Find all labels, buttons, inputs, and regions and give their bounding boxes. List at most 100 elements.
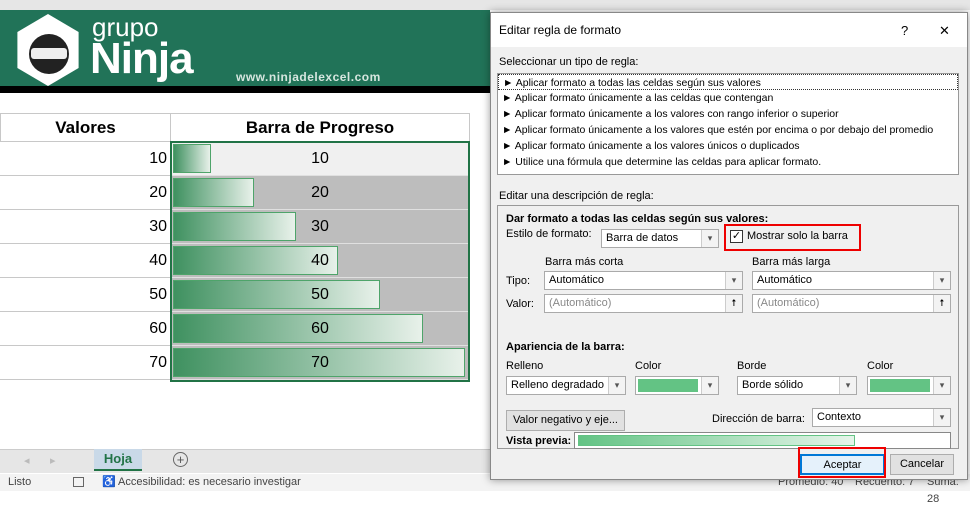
min-type-value: Automático (549, 274, 605, 286)
data-bar (173, 212, 296, 241)
progress-cell[interactable]: 40 (171, 244, 469, 278)
rule-type-list[interactable]: ► Aplicar formato a todas las celdas seg… (497, 73, 959, 175)
select-type-label: Seleccionar un tipo de regla: (499, 56, 639, 68)
value-cell[interactable]: 20 (0, 176, 171, 210)
chevron-down-icon: ▾ (701, 230, 718, 247)
progress-value: 10 (311, 150, 329, 167)
direction-value: Contexto (817, 411, 862, 423)
add-sheet-button[interactable]: + (173, 452, 188, 467)
chevron-down-icon: ▾ (725, 272, 742, 289)
edit-description-label: Editar una descripción de regla: (499, 190, 654, 202)
border-dropdown[interactable]: Borde sólido ▾ (737, 376, 857, 395)
rule-type-item[interactable]: ► Aplicar formato a todas las celdas seg… (498, 74, 958, 90)
value-cell[interactable]: 10 (0, 142, 171, 176)
close-button[interactable]: ✕ (939, 23, 950, 38)
show-bar-only-checkbox[interactable]: ✓ (730, 230, 743, 243)
progress-cell[interactable]: 50 (171, 278, 469, 312)
data-bar (173, 178, 254, 207)
border-color-swatch (870, 379, 930, 392)
header-barra[interactable]: Barra de Progreso (170, 113, 470, 142)
fill-color-label: Color (635, 360, 662, 372)
border-label: Borde (737, 360, 767, 372)
value-cell[interactable]: 30 (0, 210, 171, 244)
style-label: Estilo de formato: (506, 228, 592, 240)
chevron-down-icon: ▾ (608, 377, 625, 394)
rule-type-item[interactable]: ► Aplicar formato únicamente a las celda… (502, 92, 774, 104)
macro-record-icon[interactable] (73, 477, 84, 487)
sheet-tab-hoja[interactable]: Hoja (94, 449, 142, 471)
progress-cell[interactable]: 30 (171, 210, 469, 244)
accept-button[interactable]: Aceptar (800, 454, 885, 475)
top-strip (0, 0, 970, 10)
cancel-button[interactable]: Cancelar (890, 454, 954, 475)
accessibility-icon: ♿ (102, 476, 116, 488)
dialog-title: Editar regla de formato (491, 13, 967, 47)
header-valores[interactable]: Valores (0, 113, 171, 142)
direction-label: Dirección de barra: (712, 413, 805, 425)
data-bar (173, 280, 381, 309)
ninja-eyes-icon (31, 48, 67, 59)
value-cell[interactable]: 40 (0, 244, 171, 278)
brand-banner (0, 10, 490, 86)
brand-top: grupo (92, 12, 159, 42)
range-picker-icon[interactable]: ⭡ (725, 295, 742, 312)
chevron-down-icon: ▾ (933, 272, 950, 289)
max-value-input[interactable]: (Automático) ⭡ (752, 294, 951, 313)
help-button[interactable]: ? (901, 23, 909, 38)
preview-label: Vista previa: (506, 435, 572, 447)
show-bar-only-label[interactable]: Mostrar solo la barra (747, 230, 848, 242)
data-bar (173, 246, 339, 275)
fill-color-picker[interactable]: ▾ (635, 376, 719, 395)
value-cell[interactable]: 50 (0, 278, 171, 312)
type-label: Tipo: (506, 275, 531, 287)
appearance-title: Apariencia de la barra: (506, 341, 625, 353)
range-picker-icon[interactable]: ⭡ (933, 295, 950, 312)
progress-value: 30 (311, 218, 329, 235)
rule-type-item[interactable]: ► Utilice una fórmula que determine las … (502, 156, 822, 168)
min-type-dropdown[interactable]: Automático ▾ (544, 271, 743, 290)
negative-value-axis-button[interactable]: Valor negativo y eje... (506, 410, 625, 431)
border-color-picker[interactable]: ▾ (867, 376, 951, 395)
fill-dropdown[interactable]: Relleno degradado ▾ (506, 376, 626, 395)
rule-type-item[interactable]: ► Aplicar formato únicamente a los valor… (502, 108, 839, 120)
min-value-input[interactable]: (Automático) ⭡ (544, 294, 743, 313)
rule-description-panel: Dar formato a todas las celdas según sus… (497, 205, 959, 449)
edit-format-rule-dialog: Editar regla de formato ? ✕ Seleccionar … (490, 12, 968, 480)
border-value: Borde sólido (742, 379, 804, 391)
min-value-placeholder: (Automático) (549, 297, 612, 309)
direction-dropdown[interactable]: Contexto ▾ (812, 408, 951, 427)
brand-url: www.ninjadelexcel.com (236, 70, 381, 84)
progress-cell[interactable]: 70 (171, 346, 469, 380)
rule-type-item[interactable]: ► Aplicar formato únicamente a los valor… (502, 140, 800, 152)
max-value-placeholder: (Automático) (757, 297, 820, 309)
preview-bar (578, 435, 855, 446)
data-bar (173, 348, 465, 377)
fill-label: Relleno (506, 360, 544, 372)
value-cell[interactable]: 70 (0, 346, 171, 380)
max-type-dropdown[interactable]: Automático ▾ (752, 271, 951, 290)
banner-divider (0, 86, 490, 93)
progress-value: 40 (311, 252, 329, 269)
scroll-right-icon[interactable]: ▸ (50, 455, 56, 467)
data-bar (173, 144, 212, 173)
progress-cell[interactable]: 60 (171, 312, 469, 346)
border-color-label: Color (867, 360, 894, 372)
rule-type-item[interactable]: ► Aplicar formato únicamente a los valor… (502, 124, 934, 136)
progress-value: 70 (311, 354, 329, 371)
sheet-tabs-bar: ◂ ▸ + (0, 449, 490, 473)
style-dropdown[interactable]: Barra de datos ▾ (601, 229, 719, 248)
chevron-down-icon: ▾ (933, 377, 950, 394)
scroll-left-icon[interactable]: ◂ (24, 455, 30, 467)
progress-cell[interactable]: 10 (171, 142, 469, 176)
style-value: Barra de datos (606, 232, 679, 244)
value-label: Valor: (506, 298, 534, 310)
chevron-down-icon: ▾ (933, 409, 950, 426)
value-cell[interactable]: 60 (0, 312, 171, 346)
chevron-down-icon: ▾ (701, 377, 718, 394)
progress-value: 20 (311, 184, 329, 201)
progress-value: 60 (311, 320, 329, 337)
progress-cell[interactable]: 20 (171, 176, 469, 210)
chevron-down-icon: ▾ (839, 377, 856, 394)
fill-value: Relleno degradado (511, 379, 604, 391)
accessibility-status[interactable]: Accesibilidad: es necesario investigar (118, 476, 301, 488)
